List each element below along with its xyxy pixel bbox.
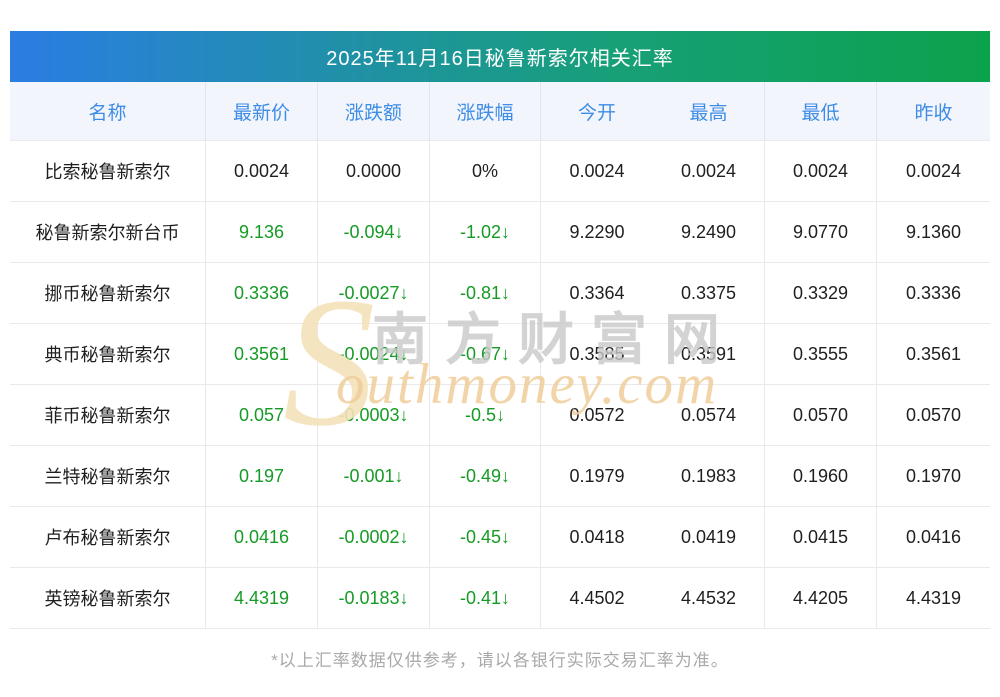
cell-change: -0.0024↓: [318, 324, 430, 384]
cell-latest: 4.4319: [206, 568, 318, 628]
cell-change_pct: 0%: [430, 141, 541, 201]
cell-prev_close: 0.0024: [905, 160, 962, 181]
disclaimer-text: *以上汇率数据仅供参考，请以各银行实际交易汇率为准。: [271, 651, 729, 670]
cell-low: 4.4205: [765, 568, 877, 628]
cell-high: 0.1983: [653, 446, 765, 506]
cell-high: 0.0024: [653, 141, 765, 201]
cell-high: 0.3375: [653, 263, 765, 323]
cell-prev_close: 0.3561: [905, 343, 962, 364]
cell-prev_close: 0.3336: [905, 282, 962, 303]
cell-low: 9.0770: [765, 202, 877, 262]
cell-high: 4.4532: [653, 568, 765, 628]
cell-name: 挪币秘鲁新索尔: [10, 263, 206, 323]
cell-change_pct: -1.02↓: [430, 202, 541, 262]
cell-open: 0.0572: [569, 404, 625, 425]
cell-name: 比索秘鲁新索尔: [10, 141, 206, 201]
cell-change_pct: -0.81↓: [430, 263, 541, 323]
cell-high: 0.3591: [653, 324, 765, 384]
table-row: 菲币秘鲁新索尔 0.057 -0.0003↓ -0.5↓ 0.0572 0.0574 0.0…: [10, 385, 990, 446]
cell-latest: 0.197: [206, 446, 318, 506]
cell-prev_close: 0.0570: [905, 404, 962, 425]
cell-latest: 0.0024: [206, 141, 318, 201]
cell-change: -0.0027↓: [318, 263, 430, 323]
cell-open: 4.4502: [569, 587, 625, 608]
table-row: 比索秘鲁新索尔 0.0024 0.0000 0% 0.0024 0.0024 0.0024 0…: [10, 141, 990, 202]
table-title: 2025年11月16日秘鲁新索尔相关汇率: [10, 31, 990, 82]
table-row: 卢布秘鲁新索尔 0.0416 -0.0002↓ -0.45↓ 0.0418 0.0419 0…: [10, 507, 990, 568]
cell-prev_close: 4.4319: [905, 587, 962, 608]
table-row: 兰特秘鲁新索尔 0.197 -0.001↓ -0.49↓ 0.1979 0.1983 0.1…: [10, 446, 990, 507]
cell-name: 秘鲁新索尔新台币: [10, 202, 206, 262]
cell-change_pct: -0.5↓: [430, 385, 541, 445]
cell-open: 0.3364: [569, 282, 625, 303]
column-header-4: 今开: [577, 102, 616, 124]
table-row: 挪币秘鲁新索尔 0.3336 -0.0027↓ -0.81↓ 0.3364 0.3375 0…: [10, 263, 990, 324]
cell-open: 0.3585: [569, 343, 625, 364]
cell-change: -0.001↓: [318, 446, 430, 506]
table-header-row: 名称 最新价 涨跌额 涨跌幅 今开 最高 最低 昨收: [10, 82, 990, 141]
cell-latest: 9.136: [206, 202, 318, 262]
cell-prev_close: 0.0416: [905, 526, 962, 547]
table-row: 秘鲁新索尔新台币 9.136 -0.094↓ -1.02↓ 9.2290 9.2490 9.…: [10, 202, 990, 263]
column-header-7: 昨收: [914, 102, 953, 124]
cell-change_pct: -0.49↓: [430, 446, 541, 506]
cell-latest: 0.057: [206, 385, 318, 445]
exchange-rate-table: 2025年11月16日秘鲁新索尔相关汇率 名称 最新价 涨跌额 涨跌幅 今开 最高 最低 昨收…: [10, 31, 990, 629]
cell-change_pct: -0.67↓: [430, 324, 541, 384]
cell-low: 0.0415: [765, 507, 877, 567]
cell-open: 0.0024: [569, 160, 625, 181]
cell-latest: 0.0416: [206, 507, 318, 567]
cell-name: 卢布秘鲁新索尔: [10, 507, 206, 567]
cell-change_pct: -0.45↓: [430, 507, 541, 567]
column-header-2: 涨跌额: [318, 82, 430, 140]
cell-high: 9.2490: [653, 202, 765, 262]
cell-change: 0.0000: [318, 141, 430, 201]
cell-change_pct: -0.41↓: [430, 568, 541, 628]
cell-open: 0.0418: [569, 526, 625, 547]
cell-latest: 0.3561: [206, 324, 318, 384]
cell-name: 英镑秘鲁新索尔: [10, 568, 206, 628]
cell-low: 0.3329: [765, 263, 877, 323]
table-row: 典币秘鲁新索尔 0.3561 -0.0024↓ -0.67↓ 0.3585 0.3591 0…: [10, 324, 990, 385]
cell-prev_close: 9.1360: [905, 221, 962, 242]
cell-name: 兰特秘鲁新索尔: [10, 446, 206, 506]
cell-name: 菲币秘鲁新索尔: [10, 385, 206, 445]
column-header-3: 涨跌幅: [430, 82, 541, 140]
table-row: 英镑秘鲁新索尔 4.4319 -0.0183↓ -0.41↓ 4.4502 4.4532 4…: [10, 568, 990, 629]
column-header-5: 最高: [653, 82, 765, 140]
column-header-0: 名称: [10, 82, 206, 140]
cell-name: 典币秘鲁新索尔: [10, 324, 206, 384]
cell-change: -0.094↓: [318, 202, 430, 262]
table-body: 比索秘鲁新索尔 0.0024 0.0000 0% 0.0024 0.0024 0.0024 0…: [10, 141, 990, 629]
cell-latest: 0.3336: [206, 263, 318, 323]
column-header-6: 最低: [765, 82, 877, 140]
cell-low: 0.0570: [765, 385, 877, 445]
cell-open: 0.1979: [569, 465, 625, 486]
cell-open: 9.2290: [569, 221, 625, 242]
cell-change: -0.0183↓: [318, 568, 430, 628]
cell-change: -0.0002↓: [318, 507, 430, 567]
cell-low: 0.3555: [765, 324, 877, 384]
column-header-1: 最新价: [206, 82, 318, 140]
cell-prev_close: 0.1970: [905, 465, 962, 486]
cell-low: 0.0024: [765, 141, 877, 201]
cell-high: 0.0574: [653, 385, 765, 445]
cell-high: 0.0419: [653, 507, 765, 567]
cell-low: 0.1960: [765, 446, 877, 506]
cell-change: -0.0003↓: [318, 385, 430, 445]
